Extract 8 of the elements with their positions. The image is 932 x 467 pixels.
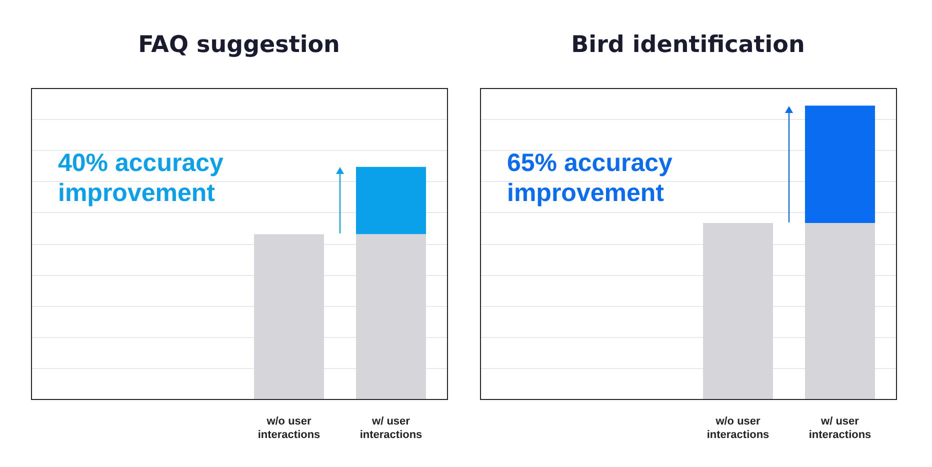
x-tick-label: w/ user interactions bbox=[360, 416, 422, 441]
x-tick-label: w/o user interactions bbox=[258, 416, 320, 441]
text: 65% accuracy improvement bbox=[507, 148, 674, 208]
x-tick-label: w/o user interactions bbox=[706, 416, 770, 441]
chart-title: FAQ suggestion bbox=[137, 32, 341, 58]
text: 40% accuracy improvement bbox=[58, 148, 224, 208]
chart-title: Bird identification bbox=[570, 32, 806, 58]
x-tick-label: w/ user interactions bbox=[808, 416, 872, 441]
